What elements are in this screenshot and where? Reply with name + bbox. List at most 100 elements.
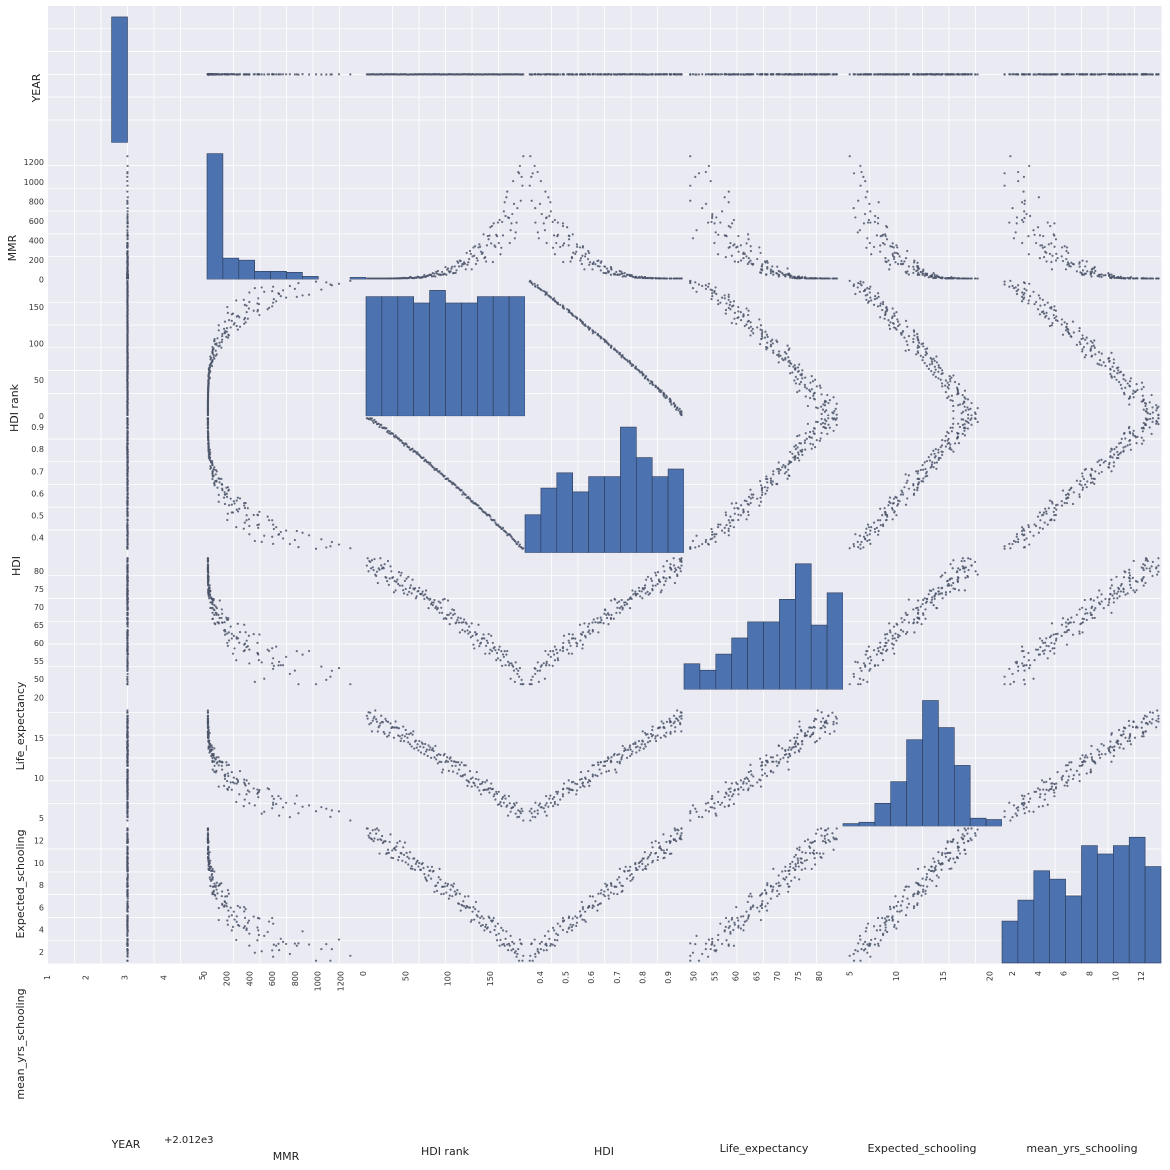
scatter-point <box>976 73 979 76</box>
scatter-point <box>451 265 454 268</box>
scatter-point <box>771 73 774 76</box>
scatter-point <box>221 489 224 492</box>
scatter-point <box>771 270 774 273</box>
scatter-point <box>621 272 624 275</box>
scatter-point <box>697 545 701 548</box>
scatter-point <box>923 361 926 365</box>
scatter-point <box>126 519 129 522</box>
scatter-point <box>1131 432 1135 435</box>
scatter-point <box>1051 502 1054 505</box>
scatter-point <box>732 244 735 247</box>
scatter-point <box>468 257 471 261</box>
scatter-point <box>714 286 717 289</box>
scatter-point <box>893 251 896 254</box>
scatter-point <box>916 489 919 492</box>
scatter-point <box>922 480 925 483</box>
scatter-point <box>912 493 916 496</box>
scatter-point <box>1084 338 1087 341</box>
scatter-point <box>213 73 216 76</box>
scatter-point <box>1084 265 1087 268</box>
scatter-point <box>883 317 886 320</box>
scatter-point <box>952 276 955 280</box>
scatter-point <box>1020 295 1024 298</box>
scatter-point <box>747 261 751 264</box>
scatter-point <box>970 277 973 280</box>
scatter-point <box>737 518 740 522</box>
scatter-point <box>810 436 813 439</box>
scatter-point <box>879 302 882 305</box>
scatter-point <box>646 377 649 381</box>
scatter-point <box>944 277 948 280</box>
scatter-point <box>974 411 977 414</box>
scatter-point <box>490 242 493 245</box>
scatter-point <box>660 73 663 76</box>
cell-mmr-vs-expectedschooling <box>843 142 1003 280</box>
scatter-point <box>1107 466 1111 469</box>
scatter-point <box>238 325 242 328</box>
scatter-point <box>1109 450 1112 453</box>
scatter-point <box>497 241 500 245</box>
scatter-point <box>882 524 885 528</box>
scatter-point <box>939 446 942 449</box>
scatter-point <box>521 184 524 187</box>
scatter-point <box>580 262 583 266</box>
scatter-point <box>226 73 229 76</box>
scatter-point <box>1045 251 1048 254</box>
scatter-point <box>672 401 676 405</box>
scatter-point <box>1098 359 1102 362</box>
scatter-point <box>1129 73 1132 76</box>
scatter-point <box>1112 275 1115 278</box>
histogram-bar <box>445 302 462 417</box>
scatter-point <box>1142 427 1145 430</box>
scatter-point <box>596 265 600 268</box>
scatter-point <box>694 546 697 549</box>
scatter-point <box>481 251 484 254</box>
scatter-point <box>277 533 280 536</box>
scatter-point <box>1078 327 1081 330</box>
scatter-point <box>937 73 940 76</box>
scatter-point <box>1089 340 1093 343</box>
scatter-point <box>1084 467 1087 471</box>
scatter-point <box>935 355 938 358</box>
scatter-point <box>1042 511 1046 514</box>
scatter-point <box>916 350 919 353</box>
scatter-point <box>536 286 539 289</box>
scatter-point <box>826 73 829 76</box>
scatter-point <box>819 386 822 389</box>
scatter-point <box>893 511 896 514</box>
scatter-point <box>1021 533 1024 536</box>
scatter-point <box>963 73 967 76</box>
scatter-point <box>873 220 876 224</box>
scatter-point <box>473 254 476 257</box>
scatter-point <box>825 419 828 423</box>
scatter-point <box>1102 461 1105 464</box>
scatter-point <box>967 413 970 416</box>
scatter-point <box>235 324 238 328</box>
scatter-point <box>432 274 435 278</box>
scatter-point <box>126 641 129 645</box>
scatter-point <box>854 292 857 296</box>
histogram-bar <box>604 476 621 554</box>
scatter-point <box>212 474 215 477</box>
scatter-point <box>916 332 919 336</box>
scatter-point <box>1052 313 1055 317</box>
scatter-point <box>126 493 129 496</box>
scatter-point <box>963 405 966 408</box>
scatter-point <box>766 486 769 489</box>
scatter-point <box>957 442 961 445</box>
scatter-point <box>594 73 597 76</box>
scatter-point <box>1038 526 1042 529</box>
scatter-point <box>933 371 936 374</box>
scatter-point <box>951 399 954 402</box>
scatter-point <box>859 280 862 283</box>
scatter-point <box>857 73 860 76</box>
scatter-point <box>279 295 282 298</box>
scatter-point <box>668 397 672 400</box>
scatter-point <box>1060 255 1063 258</box>
scatter-point <box>222 496 226 499</box>
scatter-point <box>621 275 624 278</box>
scatter-point <box>866 221 870 224</box>
scatter-point <box>704 73 707 76</box>
scatter-point <box>798 389 801 392</box>
scatter-point <box>591 268 594 271</box>
